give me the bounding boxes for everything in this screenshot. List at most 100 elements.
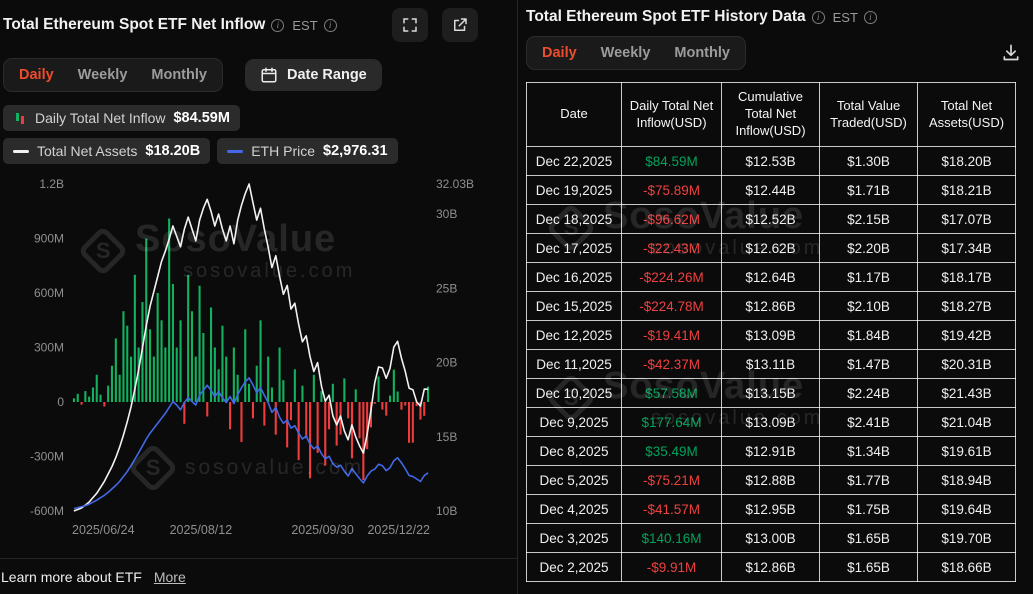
net-inflow-panel: Total Ethereum Spot ETF Net Inflow i EST…	[0, 8, 517, 585]
table-row: Dec 11,2025 -$42.37M $13.11B $1.47B $20.31B	[526, 349, 1016, 379]
inflow-bar	[274, 402, 277, 435]
left-axis-tick: 300M	[34, 341, 64, 355]
eth-price-line	[73, 377, 429, 510]
legend-label: Total Net Assets	[37, 143, 138, 159]
value-cell: $19.42B	[917, 320, 1016, 350]
right-header: Total Ethereum Spot ETF History Data i E…	[518, 0, 1033, 26]
table-row: Dec 15,2025 -$224.78M $12.86B $2.10B $18.27B	[526, 291, 1016, 321]
right-axis-tick: 32.03B	[436, 177, 474, 191]
value-cell: $1.65B	[819, 552, 918, 582]
inflow-bar	[320, 391, 323, 402]
history-period-tabs: Daily Weekly Monthly	[526, 36, 746, 70]
info-icon[interactable]: i	[863, 10, 877, 24]
value-cell: $2.15B	[819, 204, 918, 234]
inflow-bar	[103, 402, 106, 407]
left-axis-tick: 0	[57, 395, 64, 409]
right-axis-tick: 30B	[436, 207, 457, 221]
info-icon[interactable]: i	[811, 10, 825, 24]
legend-eth-price[interactable]: ETH Price $2,976.31	[217, 138, 398, 164]
date-cell: Dec 17,2025	[526, 233, 622, 263]
fullscreen-button[interactable]	[392, 8, 428, 42]
inflow-bar	[164, 347, 167, 402]
inflow-bar	[175, 347, 178, 402]
value-cell: $1.84B	[819, 320, 918, 350]
table-row: Dec 9,2025 $177.64M $13.09B $2.41B $21.04B	[526, 407, 1016, 437]
date-cell: Dec 8,2025	[526, 436, 622, 466]
history-table: Date Daily Total Net Inflow(USD) Cumulat…	[526, 82, 1016, 582]
value-cell: $57.58M	[621, 378, 722, 408]
value-cell: $19.61B	[917, 436, 1016, 466]
inflow-bar	[396, 391, 399, 402]
value-cell: $2.41B	[819, 407, 918, 437]
value-cell: -$19.41M	[621, 320, 722, 350]
value-cell: $13.15B	[721, 378, 820, 408]
date-cell: Dec 19,2025	[526, 175, 622, 205]
col-header-daily-inflow: Daily Total Net Inflow(USD)	[621, 82, 722, 147]
left-axis-tick: -300M	[30, 450, 64, 464]
date-cell: Dec 12,2025	[526, 320, 622, 350]
value-cell: $12.44B	[721, 175, 820, 205]
tab-monthly[interactable]: Monthly	[665, 40, 739, 66]
value-cell: $12.52B	[721, 204, 820, 234]
value-cell: -$96.62M	[621, 204, 722, 234]
inflow-bar	[72, 398, 75, 402]
inflow-bar	[419, 402, 422, 420]
legend-daily-net-inflow[interactable]: Daily Total Net Inflow $84.59M	[3, 105, 240, 131]
download-button[interactable]	[999, 40, 1023, 67]
value-cell: $17.07B	[917, 204, 1016, 234]
tab-weekly[interactable]: Weekly	[69, 62, 137, 88]
info-icon[interactable]: i	[271, 18, 285, 32]
value-cell: $2.20B	[819, 233, 918, 263]
left-axis-tick: 900M	[34, 232, 64, 246]
tab-monthly[interactable]: Monthly	[142, 62, 216, 88]
inflow-bar	[354, 389, 357, 402]
share-button[interactable]	[442, 8, 478, 42]
inflow-bar	[255, 365, 258, 402]
date-range-button[interactable]: Date Range	[244, 59, 382, 91]
inflow-bar	[76, 393, 79, 402]
inflow-bar	[427, 386, 430, 402]
inflow-bar	[343, 378, 346, 402]
inflow-bar	[312, 374, 315, 403]
table-row: Dec 12,2025 -$19.41M $13.09B $1.84B $19.42B	[526, 320, 1016, 350]
tab-daily[interactable]: Daily	[533, 40, 586, 66]
header-buttons	[392, 8, 478, 42]
value-cell: $1.77B	[819, 465, 918, 495]
legend-total-net-assets[interactable]: Total Net Assets $18.20B	[3, 138, 211, 164]
inflow-bar	[385, 402, 388, 416]
chart-legend: Daily Total Net Inflow $84.59M Total Net…	[3, 105, 517, 164]
tab-weekly[interactable]: Weekly	[592, 40, 660, 66]
date-cell: Dec 10,2025	[526, 378, 622, 408]
inflow-bar	[156, 293, 159, 402]
more-link[interactable]: More	[153, 568, 186, 585]
inflow-bar	[160, 320, 163, 403]
value-cell: -$75.89M	[621, 175, 722, 205]
inflow-bar	[114, 338, 117, 402]
inflow-bar	[366, 402, 369, 450]
left-axis-tick: -600M	[30, 504, 64, 518]
white-line-icon	[13, 149, 29, 153]
page-title: Total Ethereum Spot ETF Net Inflow	[3, 16, 266, 33]
inflow-bar	[194, 356, 197, 402]
inflow-bar	[389, 395, 392, 402]
inflow-bar	[377, 376, 380, 402]
inflow-bar	[187, 274, 190, 402]
inflow-bar	[99, 394, 102, 402]
col-header-net-assets: Total Net Assets(USD)	[917, 82, 1016, 147]
inflow-bar	[91, 387, 94, 402]
inflow-bar	[240, 402, 243, 442]
value-cell: -$224.26M	[621, 262, 722, 292]
value-cell: $13.00B	[721, 523, 820, 553]
inflow-bar	[373, 402, 376, 404]
table-row: Dec 18,2025 -$96.62M $12.52B $2.15B $17.07B	[526, 204, 1016, 234]
value-cell: $2.24B	[819, 378, 918, 408]
legend-label: ETH Price	[251, 143, 316, 159]
tab-daily[interactable]: Daily	[10, 62, 63, 88]
value-cell: $177.64M	[621, 407, 722, 437]
value-cell: -$22.43M	[621, 233, 722, 263]
info-icon[interactable]: i	[323, 18, 337, 32]
legend-value: $18.20B	[145, 143, 201, 159]
net-inflow-chart[interactable]: 1.2B 900M 600M 300M 0 -300M -600M 32.03B 30B 25B 2…	[0, 170, 517, 553]
inflow-bar	[301, 385, 304, 402]
